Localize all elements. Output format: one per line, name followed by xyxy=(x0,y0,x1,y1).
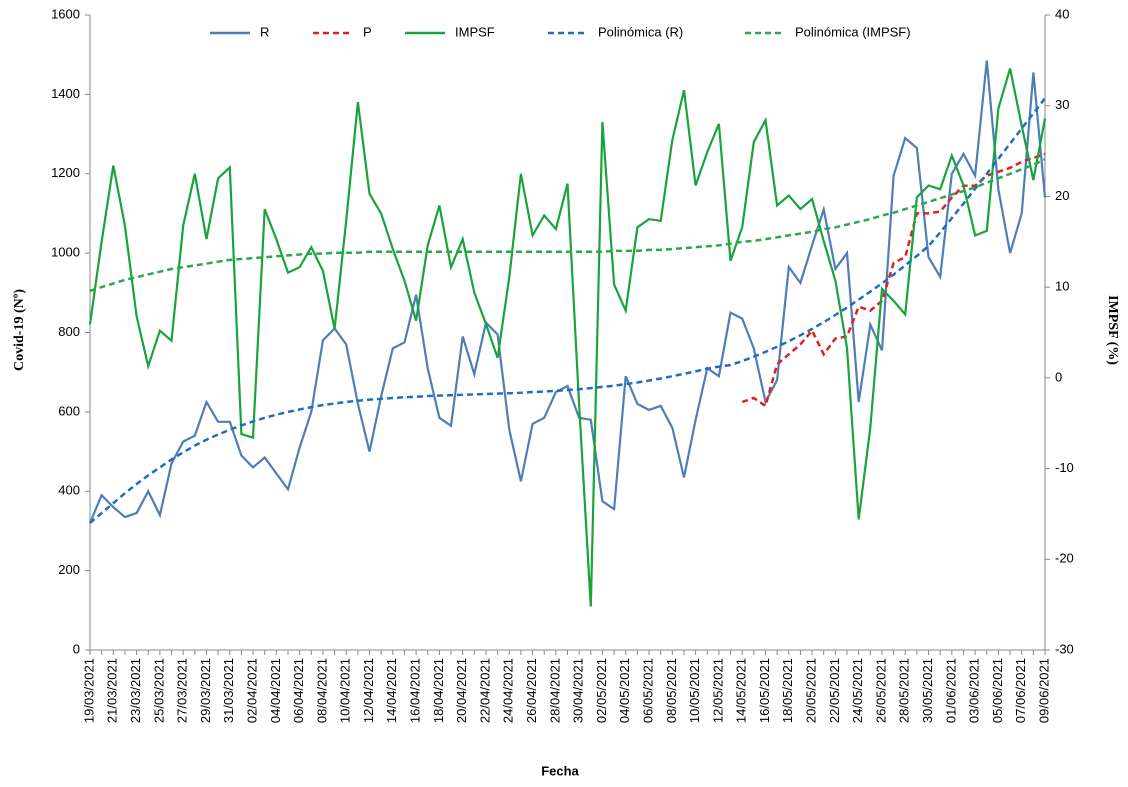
y-axis-title: Covid-19 (Nº) xyxy=(12,289,27,371)
x-tick-label: 28/04/2021 xyxy=(547,658,562,723)
x-tick-label: 14/04/2021 xyxy=(384,658,399,723)
y-tick-label: 400 xyxy=(58,483,80,498)
x-tick-label: 09/06/2021 xyxy=(1036,658,1051,723)
series-line xyxy=(89,97,1046,524)
legend-label: R xyxy=(260,24,269,39)
y-tick-label: 0 xyxy=(73,641,80,656)
legend-label: Polinómica (R) xyxy=(598,24,683,39)
y-tick-label: 800 xyxy=(58,324,80,339)
legend-label: P xyxy=(363,24,372,39)
y-tick-label: 200 xyxy=(58,562,80,577)
x-tick-label: 06/05/2021 xyxy=(640,658,655,723)
x-tick-label: 30/04/2021 xyxy=(571,658,586,723)
x-tick-label: 26/05/2021 xyxy=(873,658,888,723)
x-tick-label: 16/04/2021 xyxy=(408,658,423,723)
legend-label: IMPSF xyxy=(455,24,495,39)
x-tick-label: 22/05/2021 xyxy=(827,658,842,723)
x-tick-label: 05/06/2021 xyxy=(990,658,1005,723)
x-tick-label: 19/03/2021 xyxy=(81,658,96,723)
x-axis-title: Fecha xyxy=(541,763,579,778)
y2-tick-label: -30 xyxy=(1055,641,1074,656)
x-tick-label: 20/04/2021 xyxy=(454,658,469,723)
x-tick-label: 16/05/2021 xyxy=(757,658,772,723)
y-tick-label: 1200 xyxy=(51,165,80,180)
x-tick-label: 08/05/2021 xyxy=(664,658,679,723)
x-tick-label: 04/04/2021 xyxy=(268,658,283,723)
y-tick-label: 1000 xyxy=(51,245,80,260)
y2-tick-label: 40 xyxy=(1055,6,1069,21)
x-tick-label: 02/05/2021 xyxy=(594,658,609,723)
y2-axis-title: IMPSF (%) xyxy=(1105,295,1120,365)
x-tick-label: 21/03/2021 xyxy=(105,658,120,723)
x-tick-label: 18/04/2021 xyxy=(431,658,446,723)
y2-tick-label: -20 xyxy=(1055,551,1074,566)
x-tick-label: 28/05/2021 xyxy=(897,658,912,723)
x-tick-label: 12/04/2021 xyxy=(361,658,376,723)
x-tick-label: 07/06/2021 xyxy=(1013,658,1028,723)
y-tick-label: 1400 xyxy=(51,86,80,101)
x-tick-label: 02/04/2021 xyxy=(244,658,259,723)
x-tick-label: 24/04/2021 xyxy=(501,658,516,723)
y2-tick-label: 20 xyxy=(1055,188,1069,203)
y2-tick-label: -10 xyxy=(1055,460,1074,475)
x-tick-label: 14/05/2021 xyxy=(734,658,749,723)
x-tick-label: 24/05/2021 xyxy=(850,658,865,723)
x-tick-label: 26/04/2021 xyxy=(524,658,539,723)
x-tick-label: 20/05/2021 xyxy=(804,658,819,723)
x-tick-label: 10/05/2021 xyxy=(687,658,702,723)
series-line xyxy=(88,68,1047,607)
x-tick-label: 27/03/2021 xyxy=(175,658,190,723)
y-tick-label: 600 xyxy=(58,403,80,418)
x-tick-label: 12/05/2021 xyxy=(710,658,725,723)
x-tick-label: 23/03/2021 xyxy=(128,658,143,723)
x-tick-label: 22/04/2021 xyxy=(477,658,492,723)
y2-tick-label: 10 xyxy=(1055,279,1069,294)
x-tick-label: 04/05/2021 xyxy=(617,658,632,723)
x-tick-label: 25/03/2021 xyxy=(151,658,166,723)
x-tick-label: 06/04/2021 xyxy=(291,658,306,723)
y2-tick-label: 30 xyxy=(1055,97,1069,112)
y-tick-label: 1600 xyxy=(51,6,80,21)
x-tick-label: 29/03/2021 xyxy=(198,658,213,723)
x-tick-label: 03/06/2021 xyxy=(967,658,982,723)
x-tick-label: 08/04/2021 xyxy=(314,658,329,723)
x-tick-label: 10/04/2021 xyxy=(338,658,353,723)
series-line xyxy=(89,158,1046,292)
legend-label: Polinómica (IMPSF) xyxy=(795,24,911,39)
y2-tick-label: 0 xyxy=(1055,369,1062,384)
series-line xyxy=(741,152,1046,408)
x-tick-label: 01/06/2021 xyxy=(943,658,958,723)
x-tick-label: 30/05/2021 xyxy=(920,658,935,723)
x-tick-label: 18/05/2021 xyxy=(780,658,795,723)
x-tick-label: 31/03/2021 xyxy=(221,658,236,723)
series-line xyxy=(88,60,1047,524)
